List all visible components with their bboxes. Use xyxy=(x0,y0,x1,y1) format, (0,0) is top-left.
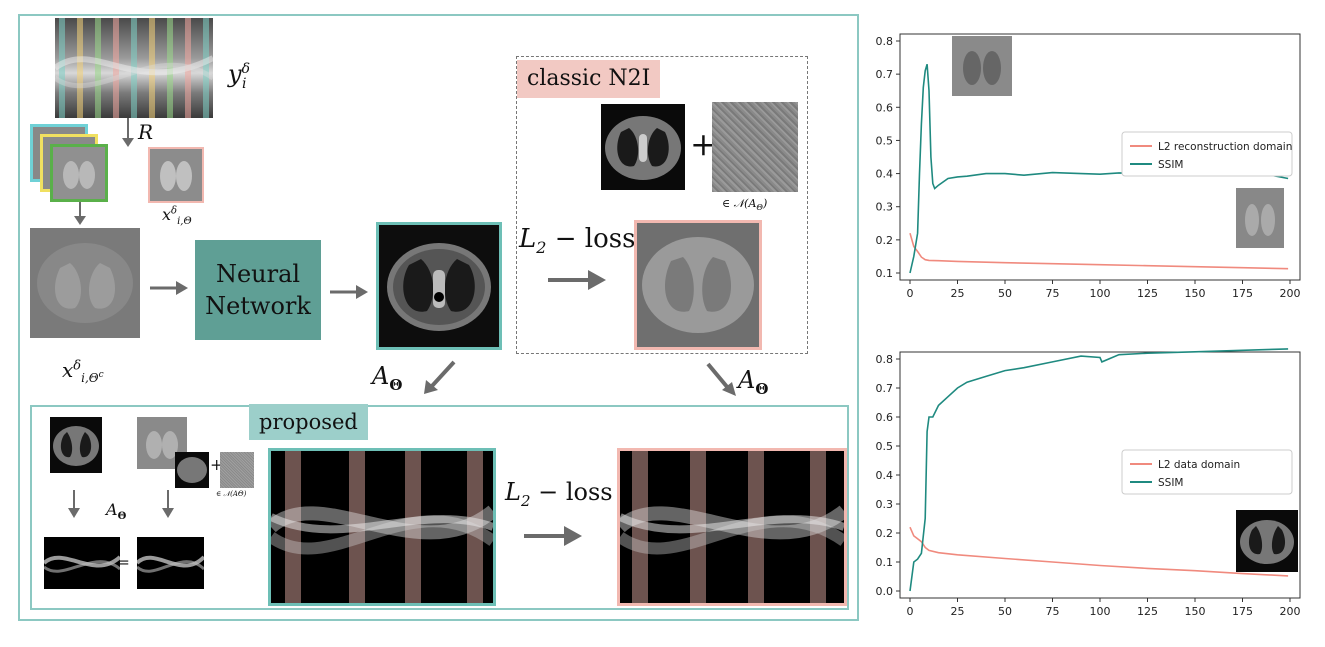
proposed-loss-arrow xyxy=(524,526,582,546)
x-theta-label: xδi,Θ xyxy=(162,205,192,228)
neural-network-box: Neural Network xyxy=(195,240,321,340)
chart-top-inset-noisy xyxy=(952,36,1012,96)
chart-bottom-xtick-label: 175 xyxy=(1232,605,1253,618)
chart-top-xtick-label: 25 xyxy=(951,287,965,300)
classic-ct-image xyxy=(601,104,685,190)
chart-bottom-inset-ct xyxy=(1236,510,1298,572)
chart-bottom-ytick-label: 0.0 xyxy=(876,585,894,598)
arrow-to-output xyxy=(330,285,368,299)
chart-top-ytick-label: 0.7 xyxy=(876,68,894,81)
chart-top-inset-noisy-2 xyxy=(1236,188,1284,248)
chart-top-xtick-label: 0 xyxy=(907,287,914,300)
a-theta-left-label: AΘ xyxy=(372,362,403,394)
proposed-small-sino-right xyxy=(137,537,204,589)
chart-bottom-xtick-label: 200 xyxy=(1280,605,1301,618)
chart-bottom-xtick-label: 50 xyxy=(998,605,1012,618)
arrow-to-nn xyxy=(150,281,188,295)
proposed-box xyxy=(30,405,849,610)
arrow-down-1 xyxy=(74,202,86,225)
chart-top-xtick-label: 100 xyxy=(1090,287,1111,300)
chart-top-ytick-label: 0.2 xyxy=(876,234,894,247)
network-output-ct-image xyxy=(376,222,502,350)
chart-bottom-series-1-line xyxy=(909,348,1289,592)
chart-top-ytick-label: 0.4 xyxy=(876,168,894,181)
proposed-arrow-down-right xyxy=(162,490,174,518)
chart-top-ytick-label: 0.6 xyxy=(876,101,894,114)
x-thetac-label: xδi,Θc xyxy=(62,358,104,385)
chart-top-legend-label-1: SSIM xyxy=(1158,159,1184,171)
chart-top-xtick-label: 125 xyxy=(1137,287,1158,300)
chart-top-series-0-line xyxy=(909,232,1289,270)
diagram-frame xyxy=(18,14,859,621)
x-theta-image xyxy=(148,147,204,203)
a-theta-arrow-left xyxy=(424,360,456,394)
classic-loss-arrow xyxy=(548,270,606,290)
proposed-equals: = xyxy=(118,555,130,571)
classic-n2i-tag: classic N2I xyxy=(517,60,661,98)
null-space-noise-image xyxy=(712,102,798,192)
chart-bottom-xtick-label: 125 xyxy=(1137,605,1158,618)
proposed-tag: proposed xyxy=(249,404,368,440)
chart-top-svg: 0.1 0.2 0.3 0.4 0.5 0.6 0.7 0.8 0 25 50 75 100 125 150… xyxy=(876,33,1301,300)
chart-bottom-ytick-label: 0.5 xyxy=(876,440,894,453)
null-space-label: ∈ 𝒩(AΘ) xyxy=(722,197,768,213)
proposed-small-ct xyxy=(50,417,102,473)
proposed-small-null: ∈ 𝒩(AΘ) xyxy=(216,490,247,498)
chart-top-ytick-label: 0.8 xyxy=(876,35,894,48)
a-theta-arrow-right xyxy=(706,362,736,396)
chart-bottom-ytick-label: 0.7 xyxy=(876,382,894,395)
chart-top-ytick-label: 0.1 xyxy=(876,267,894,280)
a-theta-right-label: AΘ xyxy=(738,366,769,398)
proposed-loss-label: L2 − loss xyxy=(505,478,613,510)
classic-loss-label: L2 − loss xyxy=(519,224,636,258)
chart-top-xtick-label: 75 xyxy=(1046,287,1060,300)
chart-bottom-svg: 0.0 0.1 0.2 0.3 0.4 0.5 0.6 0.7 0.8 0 25 50 75 100 125… xyxy=(876,348,1301,618)
chart-top: 0.1 0.2 0.3 0.4 0.5 0.6 0.7 0.8 0 25 50 75 100 125 150… xyxy=(868,28,1308,318)
chart-bottom-legend-label-0: L2 data domain xyxy=(1158,459,1240,471)
proposed-sinogram-left xyxy=(268,448,496,606)
chart-bottom-series-0-line xyxy=(909,526,1289,577)
chart-bottom-ytick-label: 0.2 xyxy=(876,527,894,540)
chart-top-legend xyxy=(1121,131,1293,177)
chart-top-ytick-label: 0.3 xyxy=(876,201,894,214)
chart-top-xtick-label: 175 xyxy=(1232,287,1253,300)
chart-bottom-legend-label-1: SSIM xyxy=(1158,477,1184,489)
chart-bottom-ytick-label: 0.3 xyxy=(876,498,894,511)
nn-label-line1: Neural xyxy=(215,260,301,288)
chart-bottom-ytick-label: 0.8 xyxy=(876,353,894,366)
proposed-tiny-ct xyxy=(175,452,209,488)
chart-top-xtick-label: 150 xyxy=(1185,287,1206,300)
chart-bottom-xtick-label: 150 xyxy=(1185,605,1206,618)
chart-top-xtick-label: 200 xyxy=(1280,287,1301,300)
chart-top-ytick-label: 0.5 xyxy=(876,134,894,147)
nn-label-line2: Network xyxy=(205,292,311,320)
chart-bottom-xtick-label: 0 xyxy=(907,605,914,618)
arrow-r xyxy=(122,118,134,147)
chart-bottom-legend xyxy=(1121,449,1293,495)
r-label: R xyxy=(138,120,154,144)
classic-target-image xyxy=(634,220,762,350)
chart-bottom: 0.0 0.1 0.2 0.3 0.4 0.5 0.6 0.7 0.8 0 25 50 75 100 125… xyxy=(868,346,1308,636)
classic-n2i-box xyxy=(516,56,808,354)
chart-top-xtick-label: 50 xyxy=(998,287,1012,300)
proposed-a-theta-label: AΘ xyxy=(106,500,127,523)
noisy-reconstruction-image xyxy=(30,228,140,338)
chart-bottom-xtick-label: 25 xyxy=(951,605,965,618)
chart-bottom-ytick-label: 0.6 xyxy=(876,411,894,424)
stack-image-3 xyxy=(50,144,108,202)
proposed-sinogram-right xyxy=(617,448,847,606)
proposed-tiny-noise xyxy=(220,452,254,488)
proposed-small-sino-left xyxy=(44,537,120,589)
chart-top-legend-label-0: L2 reconstruction domain xyxy=(1158,141,1292,153)
chart-bottom-ytick-label: 0.4 xyxy=(876,469,894,482)
sinogram-input-image xyxy=(55,18,213,118)
chart-bottom-xtick-label: 100 xyxy=(1090,605,1111,618)
y-label: yδi xyxy=(228,60,250,92)
proposed-arrow-down-left xyxy=(68,490,80,518)
chart-bottom-ytick-label: 0.1 xyxy=(876,556,894,569)
chart-bottom-xtick-label: 75 xyxy=(1046,605,1060,618)
